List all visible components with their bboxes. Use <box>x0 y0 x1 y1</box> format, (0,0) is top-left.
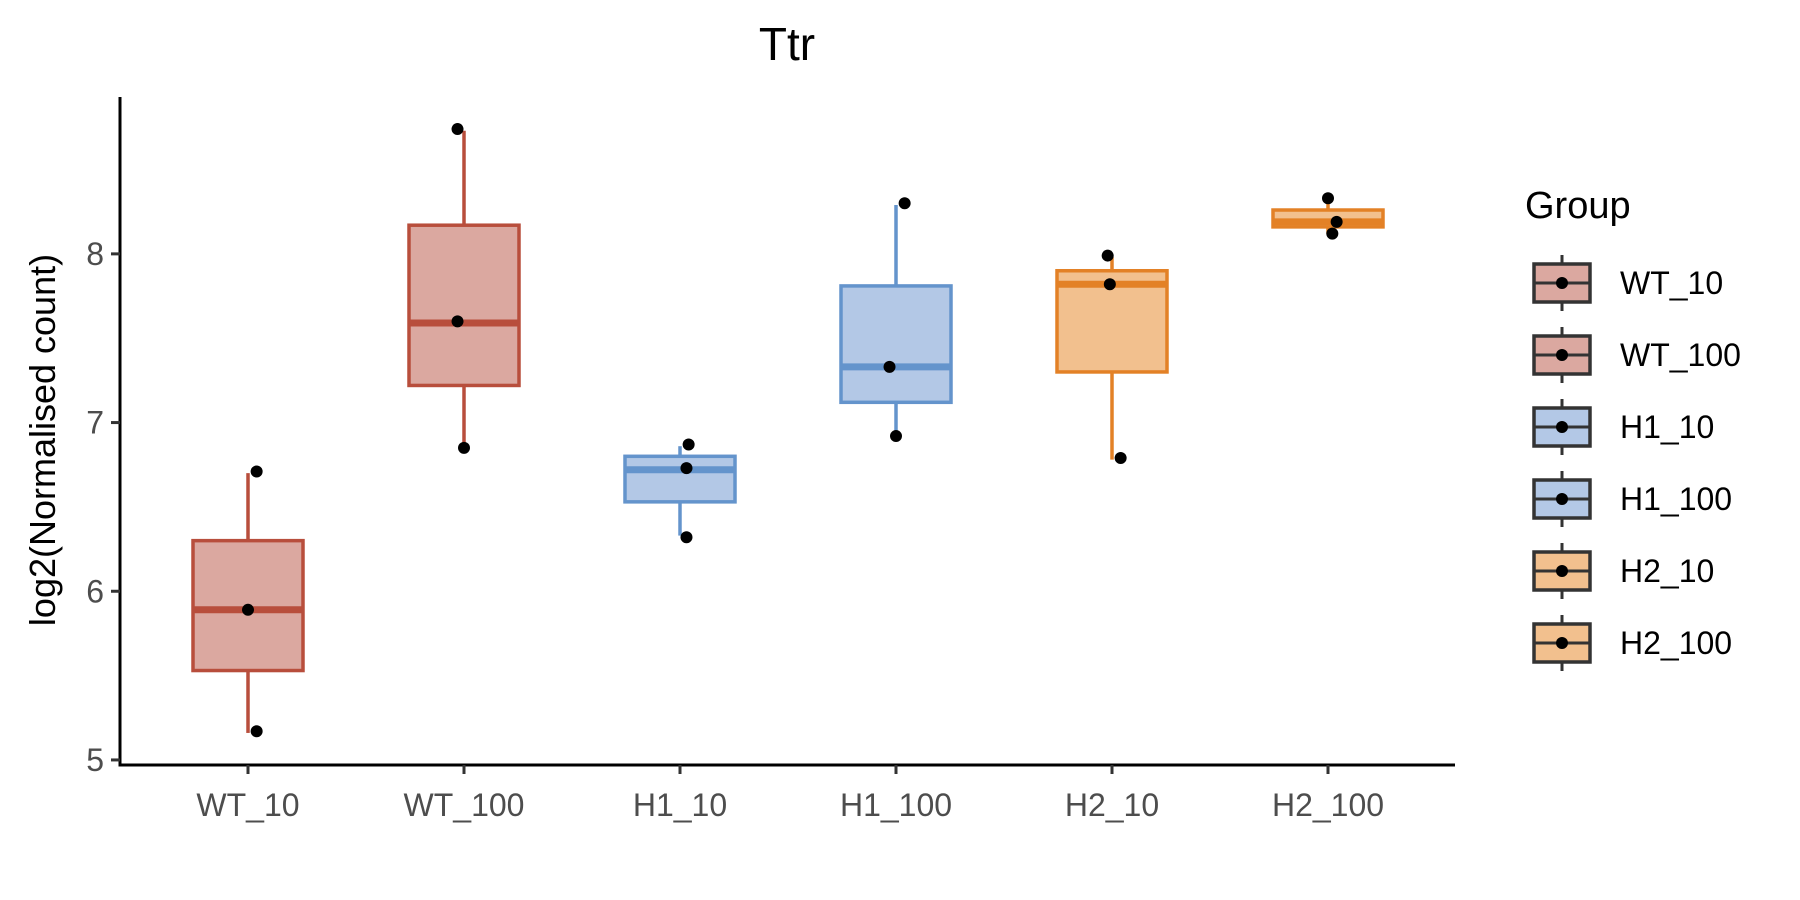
data-point <box>883 360 896 373</box>
x-tick-label: H1_100 <box>840 787 952 823</box>
legend-item-label: H2_100 <box>1620 625 1732 661</box>
data-point <box>250 465 263 478</box>
legend-item-label: H1_10 <box>1620 409 1714 445</box>
box-group-h1-100 <box>839 197 953 443</box>
legend-key-point <box>1556 421 1568 433</box>
legend-key-point <box>1556 277 1568 289</box>
x-tick-label: H2_10 <box>1065 787 1159 823</box>
data-point <box>890 430 902 443</box>
data-point <box>1101 249 1114 262</box>
plot-area <box>191 123 1385 738</box>
box-group-wt-100 <box>407 123 521 454</box>
legend-item-h1-10: H1_10 <box>1532 399 1714 455</box>
chart-title: Ttr <box>759 18 815 70</box>
y-axis-label: log2(Normalised count) <box>22 254 63 626</box>
data-point <box>1330 215 1343 228</box>
legend-item-wt-100: WT_100 <box>1532 327 1741 383</box>
data-point <box>1103 278 1116 291</box>
data-point <box>680 462 693 475</box>
data-point <box>250 725 263 738</box>
legend-item-h1-100: H1_100 <box>1532 471 1732 527</box>
legend-item-h2-100: H2_100 <box>1532 615 1732 671</box>
legend: Group WT_10 WT_100 H1_10 H1_100 H2_10 H2_100 <box>1525 185 1741 671</box>
box-iqr <box>407 223 521 388</box>
box-iqr <box>623 454 737 504</box>
data-point <box>451 315 464 328</box>
box-group-h2-10 <box>1055 249 1169 464</box>
x-tick-label: WT_100 <box>404 787 525 823</box>
axes: 5 6 7 8 WT_10 WT_100 H1_10 H1_100 H2_10 H2_100 <box>86 97 1455 823</box>
legend-item-h2-10: H2_10 <box>1532 543 1714 599</box>
x-tick-label: WT_10 <box>196 787 299 823</box>
y-tick-label: 6 <box>86 573 104 609</box>
legend-item-wt-10: WT_10 <box>1532 255 1723 311</box>
y-tick-label: 8 <box>86 236 104 272</box>
box-group-wt-10 <box>191 465 305 738</box>
box-iqr <box>839 284 953 405</box>
legend-key-point <box>1556 637 1568 649</box>
data-point <box>242 603 254 616</box>
legend-key-point <box>1556 565 1568 577</box>
data-point <box>1322 192 1334 205</box>
y-tick-label: 7 <box>86 405 104 441</box>
data-point <box>680 531 693 544</box>
data-point <box>1114 451 1127 464</box>
box-group-h2-100 <box>1271 192 1385 240</box>
legend-item-label: WT_100 <box>1620 337 1741 373</box>
legend-title: Group <box>1525 185 1631 227</box>
data-point <box>1326 227 1339 240</box>
legend-key-point <box>1556 349 1568 361</box>
x-tick-label: H1_10 <box>633 787 727 823</box>
legend-item-label: H2_10 <box>1620 553 1714 589</box>
data-point <box>898 197 911 210</box>
x-tick-label: H2_100 <box>1272 787 1384 823</box>
box-group-h1-10 <box>623 438 737 544</box>
data-point <box>682 438 695 451</box>
y-tick-label: 5 <box>86 742 104 778</box>
data-point <box>458 441 470 454</box>
legend-item-label: H1_100 <box>1620 481 1732 517</box>
data-point <box>451 123 464 136</box>
legend-key-point <box>1556 493 1568 505</box>
legend-item-label: WT_10 <box>1620 265 1723 301</box>
